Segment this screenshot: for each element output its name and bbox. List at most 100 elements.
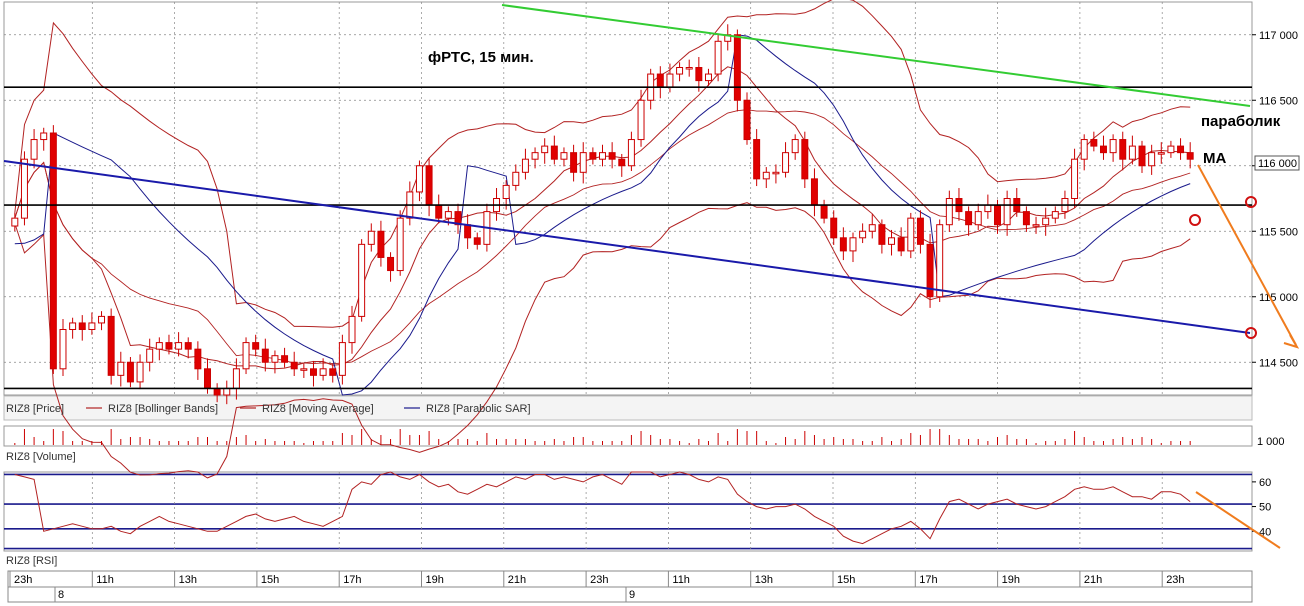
candle-down (801, 139, 809, 180)
legend-label: RIZ8 [Parabolic SAR] (426, 403, 531, 415)
candle-down (1099, 145, 1107, 154)
candle-up (11, 217, 19, 227)
price-tick-label: 116 500 (1259, 95, 1298, 107)
candle-down (377, 230, 385, 258)
horizontal-levels (4, 86, 1252, 390)
candle-up (1128, 145, 1136, 160)
candle-down (126, 361, 134, 383)
candle-down (965, 211, 973, 226)
candle-up (1051, 211, 1059, 219)
candle-up (396, 217, 404, 272)
rsi-grid (4, 472, 1252, 551)
candle-down (281, 355, 289, 363)
candle-up (1109, 139, 1117, 154)
candle-down (204, 368, 211, 389)
parabolic-sar (14, 34, 1191, 396)
candle-down (618, 158, 626, 167)
candle-up (762, 171, 770, 180)
candle-down (329, 368, 337, 376)
candle-up (117, 361, 125, 376)
candle-up (1148, 152, 1156, 167)
hour-label: 11h (672, 574, 690, 586)
hour-label: 11h (96, 574, 114, 586)
candle-up (367, 230, 375, 245)
day-label: 8 (58, 589, 64, 601)
bollinger-upper (14, 0, 1191, 328)
candle-up (782, 152, 790, 173)
rsi-axis-ticks: 60 50 40 (1252, 477, 1271, 538)
candle-down (78, 322, 86, 331)
candle-up (704, 73, 712, 82)
candle-down (1022, 211, 1030, 226)
price-axis-ticks: 117 000 116 500 116 000 115 500 115 000 114 5… (1252, 30, 1298, 369)
candle-up (974, 211, 982, 226)
candle-down (473, 237, 481, 245)
time-axis-days (7, 586, 1253, 603)
candle-down (184, 342, 192, 350)
candle-down (570, 152, 578, 173)
candle-down (1090, 139, 1098, 147)
candle-up (242, 342, 250, 370)
candle-up (1042, 217, 1050, 226)
candle-down (830, 217, 838, 239)
volume-axis-label: 1 000 (1257, 436, 1285, 448)
candle-up (945, 198, 953, 226)
sar-line (14, 34, 1191, 396)
price-tick-label: 117 000 (1259, 30, 1298, 42)
candle-down (753, 139, 761, 180)
hour-label: 17h (919, 574, 937, 586)
candle-down (656, 73, 664, 88)
candle-up (772, 171, 780, 175)
time-axis-ticks: 23h 11h 13h 15h 17h 19h 21h 23h 11h 13h 15h 17h 19h 2… (9, 571, 1185, 602)
candle-up (175, 342, 183, 350)
candle-up (30, 139, 38, 160)
candle-up (579, 152, 587, 173)
volume-pane-label: RIZ8 [Volume] (6, 451, 76, 463)
candle-down (107, 315, 115, 376)
hour-label: 13h (755, 574, 773, 586)
candle-up (40, 132, 48, 141)
candle-down (589, 152, 597, 160)
legend-label: RIZ8 [Bollinger Bands] (108, 403, 218, 415)
candle-up (666, 73, 674, 88)
candle-up (348, 315, 356, 344)
candle-down (1119, 139, 1127, 160)
volume-bars (14, 429, 1191, 445)
candle-up (223, 387, 231, 396)
candle-up (512, 171, 520, 186)
legend-label: RIZ8 [Moving Average] (262, 403, 374, 415)
candle-up (444, 211, 452, 219)
candle-down (464, 224, 472, 239)
price-pane (3, 1, 1253, 396)
support-trendline (3, 160, 1251, 334)
hour-label: 23h (14, 574, 32, 586)
rsi-pane (3, 471, 1253, 552)
candle-down (1138, 145, 1146, 167)
candle-down (810, 178, 818, 206)
candle-up (502, 184, 510, 199)
candle-down (165, 342, 173, 350)
candle-down (733, 34, 741, 101)
projection-markers (1189, 164, 1300, 549)
hour-label: 21h (508, 574, 526, 586)
hour-label: 21h (1084, 574, 1102, 586)
candle-up (599, 152, 606, 160)
candle-down (916, 217, 924, 245)
trend-lines (3, 4, 1251, 334)
price-tick-label: 114 500 (1259, 357, 1298, 369)
candle-up (907, 217, 915, 252)
candle-down (194, 348, 202, 370)
candle-down (252, 342, 260, 350)
candle-up (155, 342, 163, 350)
candle-down (261, 348, 269, 363)
legend-label: RIZ8 [Price] (6, 403, 64, 415)
candle-up (859, 230, 867, 239)
candle-down (820, 204, 828, 219)
candle-up (1157, 152, 1165, 155)
candle-down (213, 387, 221, 396)
bollinger-middle (14, 109, 1191, 365)
candle-up (791, 139, 799, 154)
resistance-trendline (501, 4, 1251, 107)
candle-up (415, 165, 423, 193)
candle-up (300, 368, 308, 371)
